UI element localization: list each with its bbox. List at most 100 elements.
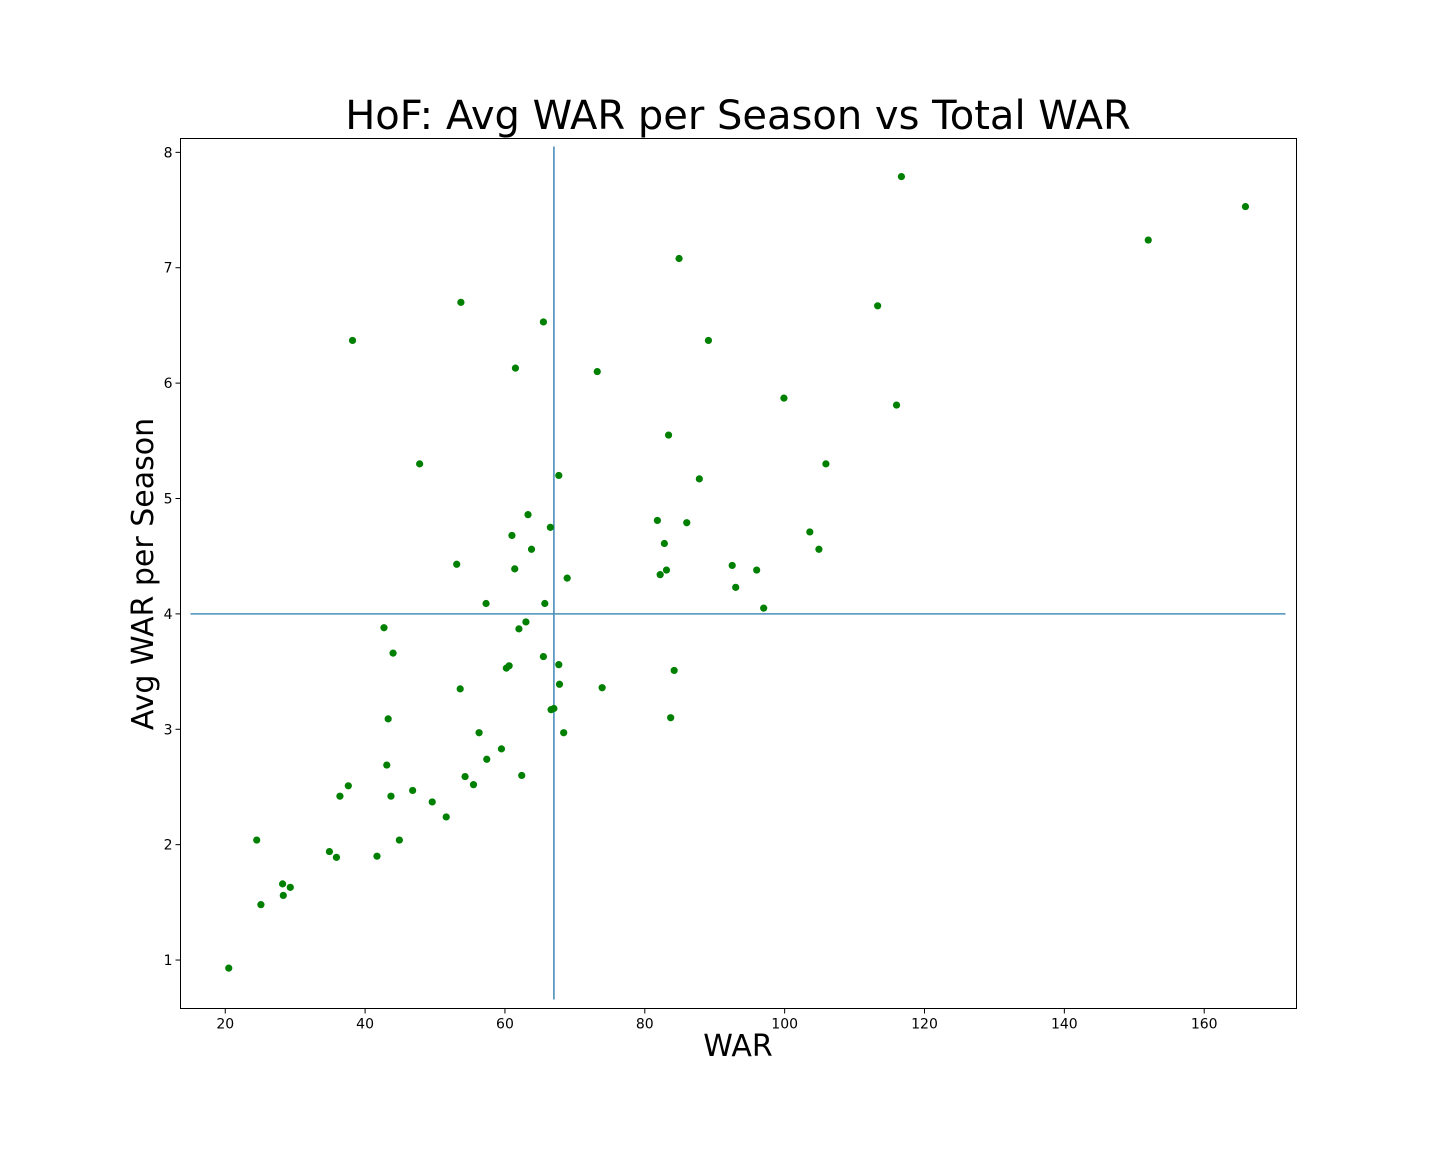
scatter-point	[511, 565, 519, 573]
scatter-point	[505, 662, 513, 670]
scatter-point	[667, 714, 675, 722]
x-tick-label: 120	[911, 1017, 938, 1033]
scatter-point	[555, 680, 564, 688]
x-tick-label: 40	[356, 1017, 374, 1033]
scatter-point	[332, 853, 341, 861]
y-axis-ticks: 1 2 3 4 5 6 7 8	[164, 145, 181, 969]
scatter-point	[409, 786, 417, 795]
scatter-point	[522, 618, 530, 626]
scatter-point	[753, 566, 761, 574]
scatter-point	[527, 545, 536, 553]
scatter-point	[389, 649, 397, 657]
x-tick-label: 60	[496, 1017, 514, 1033]
scatter-point	[279, 891, 287, 900]
scatter-point	[416, 460, 424, 468]
scatter-point	[541, 599, 549, 608]
scatter-point	[286, 883, 294, 891]
scatter-point	[457, 298, 465, 306]
scatter-point	[482, 599, 490, 608]
scatter-point	[453, 560, 461, 568]
scatter-point	[395, 836, 403, 844]
scatter-point	[653, 516, 661, 525]
scatter-point	[892, 401, 901, 409]
scatter-point	[683, 519, 691, 527]
scatter-point	[760, 604, 768, 612]
x-axis-ticks: 20 40 60 80 100 120 140 160	[216, 1008, 1218, 1033]
y-axis-label: Avg WAR per Season	[126, 418, 161, 730]
scatter-point	[560, 729, 568, 737]
scatter-point	[518, 771, 526, 780]
scatter-point	[387, 792, 395, 800]
y-tick-label: 4	[164, 607, 173, 623]
plot-frame	[180, 138, 1297, 1009]
scatter-point	[336, 792, 344, 800]
scatter-point	[695, 475, 703, 483]
scatter-point	[874, 302, 882, 310]
scatter-point	[442, 813, 450, 821]
scatter-point	[555, 471, 563, 480]
data-points	[225, 172, 1250, 972]
scatter-point	[539, 652, 548, 661]
scatter-point	[515, 625, 523, 633]
scatter-point	[456, 685, 464, 693]
scatter-point	[598, 684, 606, 692]
scatter-point	[670, 666, 678, 675]
scatter-point	[662, 566, 671, 574]
scatter-point	[344, 782, 352, 790]
y-tick-label: 3	[164, 722, 173, 738]
scatter-point	[539, 318, 548, 326]
scatter-point	[1144, 236, 1152, 244]
scatter-point	[806, 528, 814, 536]
y-tick-label: 8	[164, 145, 173, 161]
scatter-point	[461, 772, 469, 781]
scatter-point	[384, 715, 392, 723]
scatter-point	[780, 394, 788, 402]
scatter-point	[373, 852, 381, 860]
scatter-point	[524, 511, 532, 519]
scatter-point	[1241, 202, 1250, 211]
scatter-point	[383, 761, 391, 769]
scatter-point	[511, 364, 520, 372]
scatter-point	[475, 729, 483, 737]
scatter-point	[546, 523, 555, 531]
x-tick-label: 20	[216, 1017, 234, 1033]
scatter-point	[815, 545, 823, 553]
scatter-point	[348, 336, 357, 345]
scatter-point	[253, 836, 261, 844]
scatter-point	[257, 901, 265, 909]
y-tick-label: 7	[164, 261, 173, 277]
scatter-point	[497, 745, 506, 753]
scatter-point	[593, 367, 601, 376]
scatter-point	[508, 531, 516, 540]
y-tick-label: 2	[164, 838, 173, 854]
scatter-point	[380, 624, 388, 632]
y-tick-label: 6	[164, 376, 173, 392]
scatter-point	[225, 964, 233, 972]
x-tick-label: 160	[1191, 1017, 1218, 1033]
scatter-point	[704, 336, 713, 345]
scatter-point	[325, 847, 334, 856]
scatter-point	[469, 781, 478, 789]
y-tick-label: 1	[164, 953, 173, 969]
x-tick-label: 80	[636, 1017, 654, 1033]
scatter-point	[664, 431, 673, 439]
scatter-point	[675, 254, 683, 263]
scatter-point	[656, 571, 664, 579]
scatter-point	[555, 661, 563, 669]
scatter-point	[822, 460, 830, 468]
reference-lines	[190, 146, 1286, 1000]
scatter-point	[897, 172, 906, 181]
x-tick-label: 100	[771, 1017, 798, 1033]
chart-title: HoF: Avg WAR per Season vs Total WAR	[345, 93, 1131, 139]
scatter-point	[563, 574, 571, 582]
x-tick-label: 140	[1051, 1017, 1078, 1033]
scatter-point	[728, 561, 736, 570]
scatter-point	[278, 880, 287, 888]
scatter-point	[732, 583, 740, 591]
scatter-point	[550, 704, 558, 713]
scatter-point	[428, 798, 436, 806]
x-axis-label: WAR	[703, 1029, 772, 1064]
scatter-point	[660, 539, 668, 548]
y-tick-label: 5	[164, 492, 173, 508]
